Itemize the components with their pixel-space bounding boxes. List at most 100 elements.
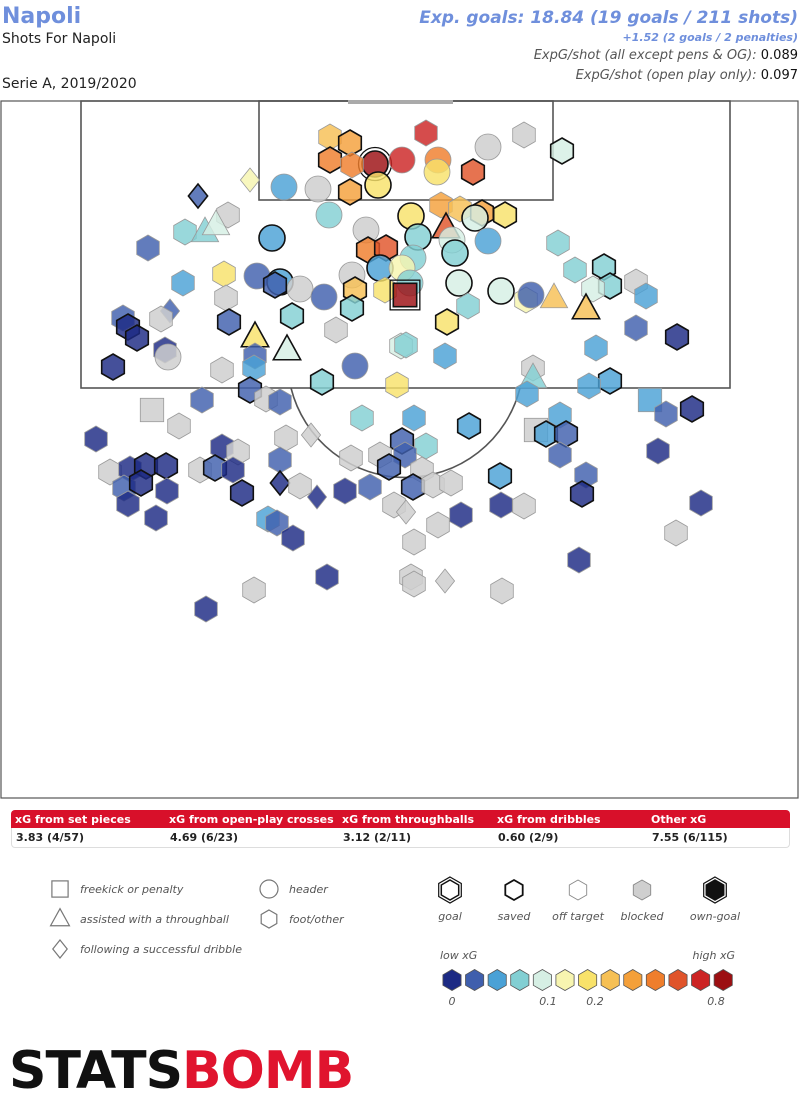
expg-all-value: 0.089	[760, 48, 798, 63]
shot-marker	[221, 456, 245, 484]
shot-marker	[337, 129, 363, 157]
shot-marker	[679, 395, 705, 423]
shot-marker	[449, 501, 473, 529]
shot-marker	[136, 234, 160, 262]
legend-scale-tick: 0.1	[539, 995, 557, 1008]
legend-outcome-item	[438, 876, 462, 904]
shot-marker	[187, 182, 209, 210]
shot-marker	[385, 371, 409, 399]
shot-marker	[84, 425, 108, 453]
shot-marker	[201, 209, 231, 236]
shot-marker	[144, 504, 168, 532]
legend-shape-label: following a successful dribble	[80, 943, 242, 956]
expg-all-line: ExpG/shot (all except pens & OG): 0.089	[419, 46, 798, 66]
shot-marker	[167, 412, 191, 440]
shot-marker	[337, 178, 363, 206]
shot-marker	[239, 167, 261, 193]
shot-marker	[646, 437, 670, 465]
legend-scale-swatch	[532, 969, 552, 991]
legend-outcome-item	[504, 878, 524, 902]
shot-marker	[433, 342, 457, 370]
shot-marker	[584, 334, 608, 362]
legend-outcome-label: blocked	[621, 910, 665, 923]
legend-low-label: low xG	[440, 949, 477, 962]
shot-marker	[429, 191, 453, 219]
shot-marker	[539, 282, 569, 309]
shot-marker	[402, 528, 426, 556]
shot-marker	[597, 367, 623, 395]
legend-scale-swatch	[668, 969, 688, 991]
shot-marker	[492, 201, 518, 229]
legend-scale-swatch	[713, 969, 733, 991]
chart-subtitle: Shots For Napoli	[2, 31, 117, 47]
shot-marker	[171, 269, 195, 297]
legend-outcome-item	[632, 879, 652, 901]
shot-marker	[394, 331, 418, 359]
table-header-cell: xG from throughballs	[342, 813, 475, 826]
shot-marker	[402, 404, 426, 432]
shot-marker	[317, 146, 343, 174]
shot-marker	[439, 469, 463, 497]
legend-scale-swatch	[623, 969, 643, 991]
shot-marker	[517, 281, 545, 309]
table-value-cell: 7.55 (6/115)	[652, 831, 728, 844]
penalties-note: +1.52 (2 goals / 2 penalties)	[622, 31, 798, 44]
table-value-cell: 0.60 (2/9)	[498, 831, 559, 844]
legend-scale-swatch	[578, 969, 598, 991]
shot-marker	[229, 479, 255, 507]
table-header-cell: xG from open-play crosses	[169, 813, 334, 826]
legend-scale-tick: 0.8	[707, 995, 725, 1008]
legend-shape-label: header	[289, 883, 329, 896]
legend-scale-tick: 0	[449, 995, 456, 1008]
expg-open-label: ExpG/shot (open play only):	[575, 68, 757, 83]
legend-shape-item	[260, 909, 278, 929]
shot-marker	[210, 356, 234, 384]
shot-marker	[461, 204, 489, 232]
legend-scale-swatch	[645, 969, 665, 991]
shot-marker	[258, 224, 286, 252]
shot-marker	[388, 146, 416, 174]
shot-marker	[456, 412, 482, 440]
shot-marker	[569, 480, 595, 508]
shot-marker	[376, 453, 402, 481]
shot-marker	[487, 277, 515, 305]
shot-marker	[340, 151, 364, 179]
legend-scale-tick: 0.2	[586, 995, 604, 1008]
shot-marker	[341, 352, 369, 380]
shot-marker	[265, 509, 289, 537]
expg-open-value: 0.097	[760, 68, 798, 83]
shot-marker	[333, 477, 357, 505]
shot-marker	[549, 137, 575, 165]
legend-shape-item	[49, 907, 71, 927]
table-value-cell: 3.12 (2/11)	[343, 831, 412, 844]
expg-open-line: ExpG/shot (open play only): 0.097	[419, 66, 798, 86]
table-header-cell: Other xG	[651, 813, 707, 826]
shot-marker	[304, 175, 332, 203]
shot-marker	[434, 308, 460, 336]
shot-marker	[624, 314, 648, 342]
season-label: Serie A, 2019/2020	[2, 76, 137, 92]
shot-marker	[487, 462, 513, 490]
legend-shape-item	[51, 880, 69, 898]
shot-marker	[339, 444, 363, 472]
shot-marker	[190, 386, 214, 414]
legend-shape-label: foot/other	[289, 913, 345, 926]
legend-shape-label: freekick or penalty	[80, 883, 184, 896]
team-name: Napoli	[2, 4, 82, 29]
shot-marker	[309, 368, 335, 396]
shot-marker	[270, 173, 298, 201]
shot-marker	[173, 218, 197, 246]
shot-marker	[124, 324, 150, 352]
legend-scale-swatch	[510, 969, 530, 991]
shot-marker	[664, 519, 688, 547]
shot-marker	[490, 577, 514, 605]
shot-marker	[474, 227, 502, 255]
table-value-row: 3.83 (4/57) 4.69 (6/23) 3.12 (2/11) 0.60 (2…	[11, 828, 790, 848]
legend-scale-swatch	[691, 969, 711, 991]
shot-marker	[149, 305, 173, 333]
shot-marker	[268, 388, 292, 416]
table-header-cell: xG from dribbles	[497, 813, 601, 826]
shot-marker	[281, 524, 305, 552]
shot-marker	[577, 372, 601, 400]
shot-marker	[324, 316, 348, 344]
